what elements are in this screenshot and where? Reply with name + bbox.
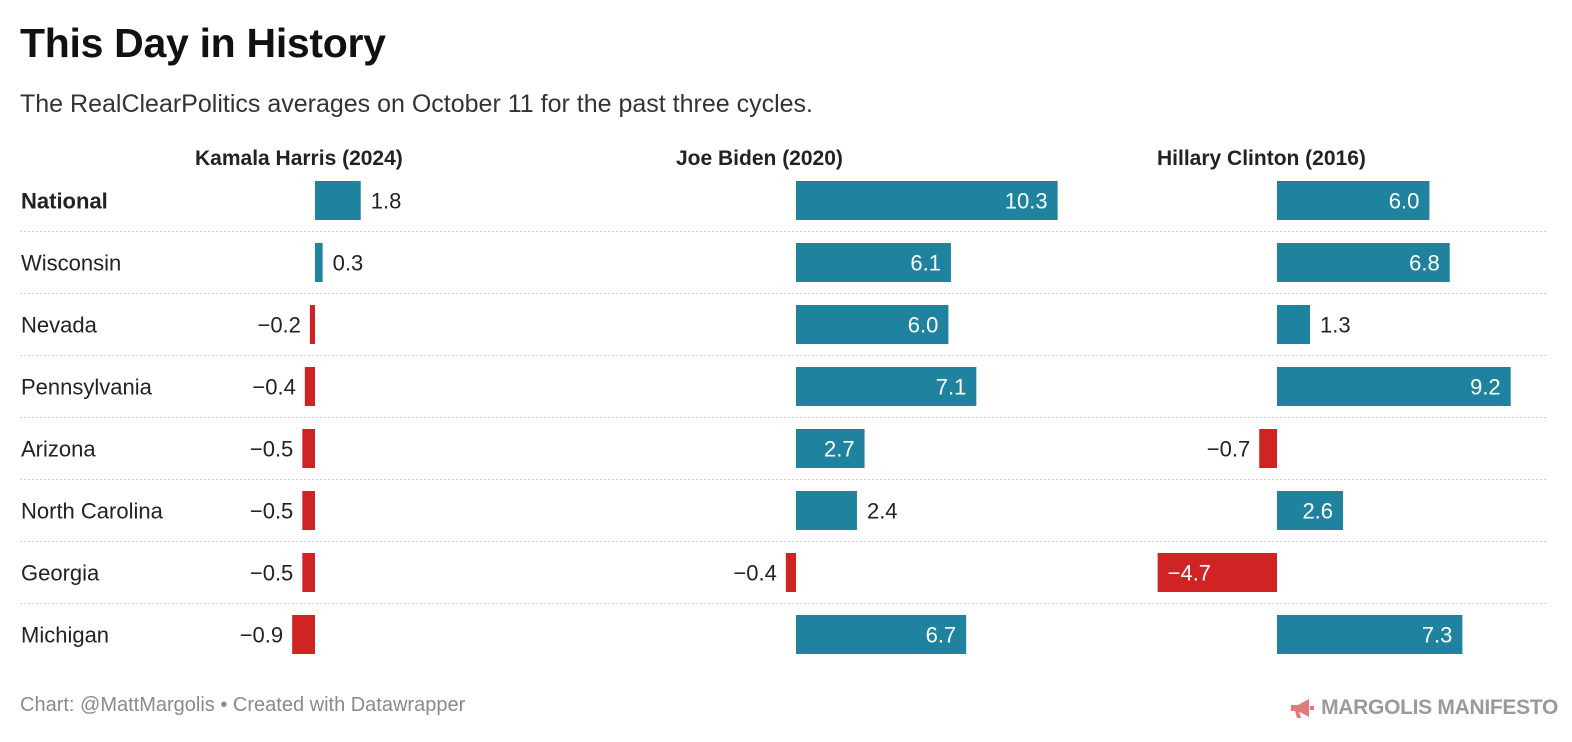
category-label: National xyxy=(21,189,108,214)
bar-value-label: 2.6 xyxy=(1302,499,1333,524)
bar xyxy=(315,243,323,282)
bar xyxy=(315,181,361,220)
bar xyxy=(785,553,796,592)
category-label: Pennsylvania xyxy=(21,375,153,400)
bar-value-label: 2.7 xyxy=(824,437,855,462)
brand-logo: MARGOLIS MANIFESTO xyxy=(1289,696,1558,720)
category-label: Michigan xyxy=(21,623,109,648)
bar xyxy=(796,491,857,530)
series-header: Joe Biden (2020) xyxy=(676,147,843,170)
bar-value-label: 2.4 xyxy=(867,499,898,524)
bar-value-label: −0.7 xyxy=(1207,437,1250,462)
category-label: Nevada xyxy=(21,313,98,338)
bar xyxy=(309,305,315,344)
bar-value-label: −4.7 xyxy=(1168,561,1211,586)
series-header: Hillary Clinton (2016) xyxy=(1157,147,1366,170)
bar xyxy=(1259,429,1277,468)
bar-value-label: 1.3 xyxy=(1320,313,1351,338)
bar xyxy=(796,367,977,406)
bar-value-label: −0.5 xyxy=(250,561,293,586)
category-label: Wisconsin xyxy=(21,251,121,276)
bar-value-label: 7.3 xyxy=(1422,623,1453,648)
bar xyxy=(796,429,865,468)
bar xyxy=(1277,243,1450,282)
bar xyxy=(1277,305,1311,344)
bar xyxy=(1277,615,1463,654)
brand-name: MARGOLIS MANIFESTO xyxy=(1321,696,1558,719)
bar-value-label: 10.3 xyxy=(1005,189,1048,214)
bar-value-label: 6.0 xyxy=(1389,189,1420,214)
bar xyxy=(1277,491,1344,530)
chart-subtitle: The RealClearPolitics averages on Octobe… xyxy=(20,90,813,118)
bar-value-label: −0.4 xyxy=(733,561,776,586)
bar-value-label: 6.1 xyxy=(910,251,941,276)
bar xyxy=(796,243,951,282)
category-label: Georgia xyxy=(21,561,100,586)
bar-value-label: 1.8 xyxy=(371,189,402,214)
bar xyxy=(796,181,1058,220)
bar xyxy=(302,429,315,468)
bar xyxy=(1277,367,1511,406)
bar xyxy=(1277,181,1430,220)
bar xyxy=(304,367,315,406)
bar xyxy=(1157,553,1277,592)
bar xyxy=(796,305,949,344)
bar-value-label: −0.2 xyxy=(257,313,300,338)
bar-value-label: 9.2 xyxy=(1470,375,1501,400)
chart-title: This Day in History xyxy=(20,20,386,66)
series-header: Kamala Harris (2024) xyxy=(195,147,403,170)
bar xyxy=(796,615,967,654)
bar-value-label: 6.8 xyxy=(1409,251,1440,276)
bar xyxy=(302,491,315,530)
bar-value-label: 0.3 xyxy=(333,251,364,276)
megaphone-icon xyxy=(1291,699,1315,718)
bar-value-label: 6.7 xyxy=(926,623,957,648)
bar-value-label: −0.5 xyxy=(250,437,293,462)
bar-value-label: −0.9 xyxy=(240,623,283,648)
chart-credit: Chart: @MattMargolis • Created with Data… xyxy=(20,694,466,716)
category-label: Arizona xyxy=(21,437,96,462)
bar-value-label: 7.1 xyxy=(936,375,967,400)
bar-value-label: −0.4 xyxy=(252,375,295,400)
bar-value-label: −0.5 xyxy=(250,499,293,524)
category-label: North Carolina xyxy=(21,499,164,524)
bar-value-label: 6.0 xyxy=(908,313,939,338)
bar xyxy=(292,615,315,654)
bar xyxy=(302,553,315,592)
